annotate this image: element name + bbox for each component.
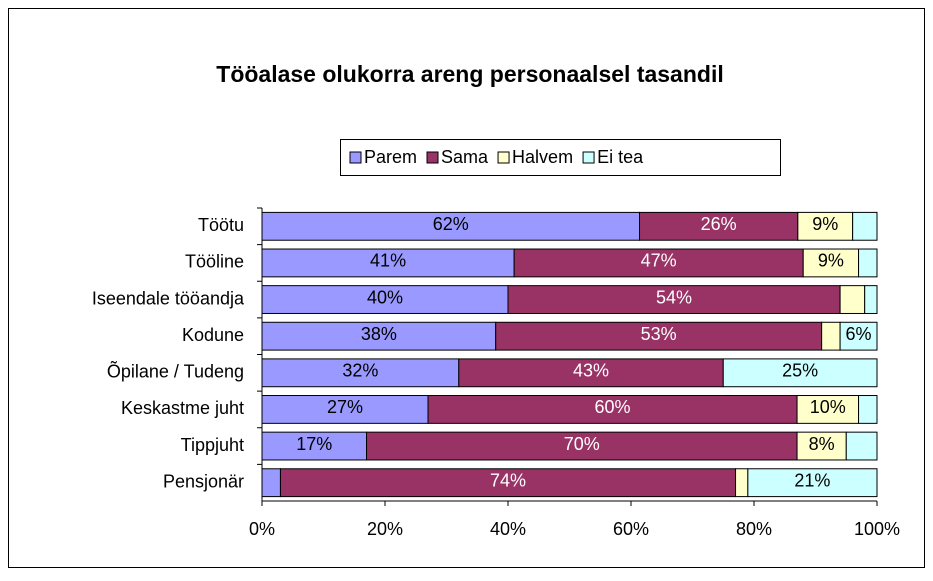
data-label: 21% [794, 470, 830, 490]
x-tick-label: 100% [854, 519, 900, 539]
legend-label: Parem [364, 147, 417, 167]
data-label: 26% [701, 214, 737, 234]
data-label: 32% [342, 361, 378, 381]
data-label-bg [780, 361, 821, 383]
chart-title: Tööalase olukorra areng personaalsel tas… [216, 61, 723, 87]
y-tick-label: Tippjuht [181, 435, 244, 455]
data-label-bg [810, 215, 841, 237]
x-tick-label: 40% [490, 519, 526, 539]
data-label: 27% [327, 397, 363, 417]
data-label: 9% [818, 251, 844, 271]
bar-segment [858, 248, 878, 278]
y-tick-label: Keskastme juht [121, 398, 244, 418]
data-label-bg [358, 325, 399, 347]
bar-segment [864, 285, 878, 314]
bar-segment [845, 431, 878, 461]
data-label: 9% [812, 214, 838, 234]
data-label: 60% [595, 397, 631, 417]
bar-segment [821, 321, 841, 351]
data-label: 74% [490, 470, 526, 490]
data-label: 47% [641, 251, 677, 271]
data-label: 17% [296, 434, 332, 454]
legend-swatch [497, 151, 510, 164]
legend-label: Ei tea [597, 147, 644, 167]
x-tick-label: 0% [249, 519, 275, 539]
data-label: 38% [361, 324, 397, 344]
legend-swatch [426, 151, 439, 164]
data-label: 6% [846, 324, 872, 344]
bar-segment [458, 358, 724, 388]
data-label: 25% [782, 361, 818, 381]
bar-segment [279, 468, 737, 498]
x-tick-label: 60% [613, 519, 649, 539]
data-label: 10% [810, 397, 846, 417]
y-tick-label: Töötu [198, 215, 244, 235]
data-label-bg [807, 398, 848, 420]
y-tick-label: Tööline [185, 252, 244, 272]
data-label: 43% [573, 361, 609, 381]
data-label: 8% [809, 434, 835, 454]
legend-swatch [349, 151, 362, 164]
bar-segment [427, 395, 798, 424]
data-label: 53% [641, 324, 677, 344]
bar-segment [513, 248, 804, 278]
bar-segment [495, 321, 823, 351]
data-label-bg [368, 251, 409, 273]
bar-segment [735, 468, 749, 498]
data-label-bg [364, 288, 406, 310]
bar-segment [852, 211, 878, 241]
data-label-bg [325, 398, 366, 420]
data-label: 54% [656, 287, 692, 307]
y-tick-label: Pensjonär [163, 471, 244, 491]
data-label: 70% [564, 434, 600, 454]
y-tick-label: Iseendale tööandja [92, 288, 245, 308]
legend-label: Halvem [512, 147, 573, 167]
data-label: 40% [367, 287, 403, 307]
data-label-bg [815, 251, 846, 273]
legend-swatch [582, 151, 595, 164]
y-tick-label: Kodune [182, 325, 244, 345]
data-label-bg [792, 471, 833, 493]
y-tick-label: Õpilane / Tudeng [107, 361, 244, 382]
x-tick-label: 80% [736, 519, 772, 539]
bar-segment [507, 285, 841, 314]
legend-box [340, 139, 781, 176]
data-label-bg [806, 435, 837, 457]
bar-segment [639, 211, 799, 241]
data-label-bg [843, 325, 874, 347]
data-label-bg [294, 435, 335, 457]
bar-segment [261, 468, 281, 498]
bar-segment [858, 395, 878, 424]
x-tick-label: 20% [367, 519, 403, 539]
data-label-bg [430, 215, 471, 237]
data-label-bg [340, 361, 381, 383]
legend-label: Sama [441, 147, 489, 167]
bar-segment [839, 285, 866, 314]
data-label: 62% [433, 214, 469, 234]
data-label: 41% [370, 251, 406, 271]
